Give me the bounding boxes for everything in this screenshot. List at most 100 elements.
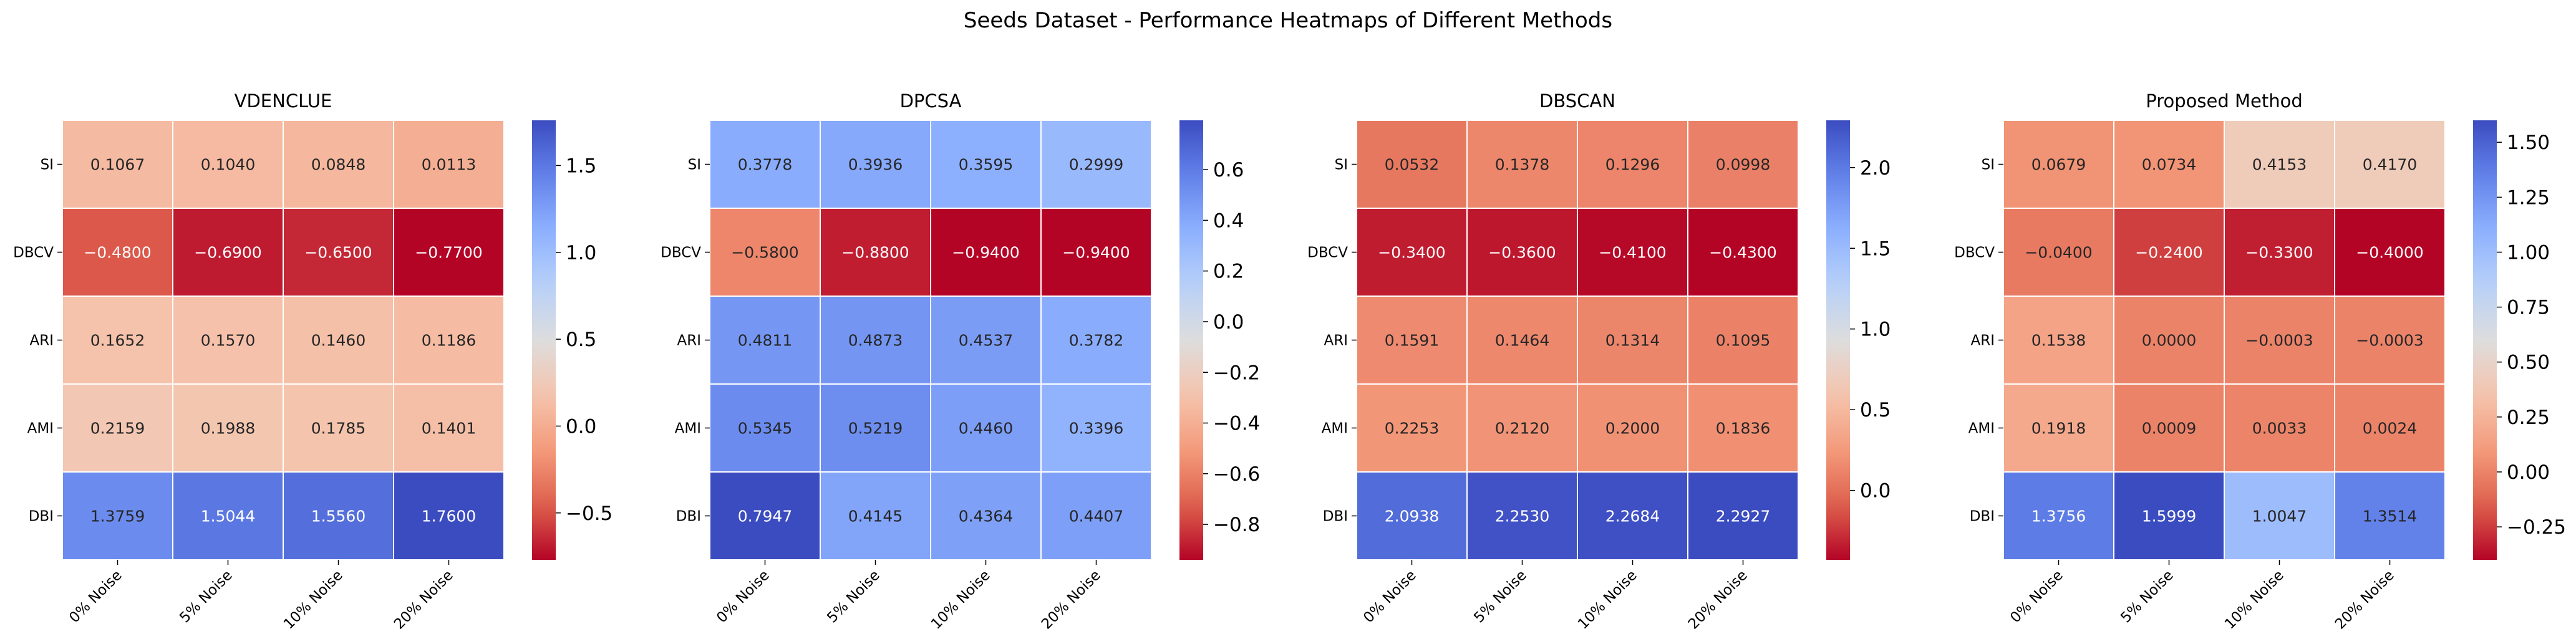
- cell-value-label: 0.0532: [1385, 156, 1439, 174]
- cell-value-label: 0.1314: [1605, 332, 1660, 350]
- cell-value-label: 0.1464: [1495, 332, 1549, 350]
- cell-value-label: −0.0003: [2245, 332, 2313, 350]
- row-label: ARI: [30, 333, 54, 349]
- cell-value-label: 0.1785: [311, 420, 366, 438]
- cell-value-label: 0.1538: [2031, 332, 2086, 350]
- cell-value-label: 0.4153: [2252, 156, 2307, 174]
- heatmap-cell: [283, 120, 394, 209]
- heatmap-cell: [2334, 383, 2446, 473]
- cell-value-label: 1.5044: [201, 507, 255, 526]
- colorbar-tick-label: 0.4: [1213, 209, 1244, 232]
- heatmap-cell: [709, 471, 821, 560]
- heatmap-cell: [2113, 296, 2225, 385]
- cell-value-label: 0.0024: [2363, 420, 2417, 438]
- cell-value-label: 0.2120: [1495, 420, 1549, 438]
- cell-value-label: 0.1988: [201, 420, 255, 438]
- heatmap-cell: [930, 296, 1042, 385]
- cell-value-label: −0.4100: [1599, 244, 1666, 262]
- heatmap-cell: [1040, 471, 1152, 560]
- heatmap-panel: Proposed Method 0.0679 0.0734 0.4153 0.4170 −…: [1954, 90, 2566, 633]
- cell-value-label: 0.1378: [1495, 156, 1549, 174]
- heatmap-cell: [172, 383, 284, 473]
- heatmap-cell: [1687, 208, 1799, 297]
- cell-value-label: −0.2400: [2135, 244, 2202, 262]
- row-label: SI: [1982, 157, 1995, 173]
- cell-value-label: −0.5800: [731, 244, 798, 262]
- cell-value-label: 0.1040: [201, 156, 255, 174]
- cell-value-label: 1.5999: [2142, 507, 2196, 526]
- heatmap-cell: [1356, 296, 1468, 385]
- cell-value-label: 0.5219: [848, 420, 903, 438]
- heatmap-cell: [1687, 471, 1799, 560]
- cell-value-label: 0.4873: [848, 332, 903, 350]
- heatmap-cell: [1687, 296, 1799, 385]
- heatmap-cell: [1687, 383, 1799, 473]
- heatmap-cell: [2113, 120, 2225, 209]
- row-label: AMI: [1968, 421, 1995, 437]
- cell-value-label: −0.9400: [952, 244, 1019, 262]
- panel-title: DBSCAN: [1539, 90, 1615, 112]
- heatmap-cell: [2224, 383, 2335, 473]
- cell-value-label: 0.3782: [1069, 332, 1123, 350]
- cell-value-label: 1.5560: [311, 507, 366, 526]
- heatmap-cell: [1466, 383, 1578, 473]
- cell-value-label: 0.4460: [959, 420, 1013, 438]
- colorbar: [1179, 120, 1203, 560]
- colorbar: [2473, 120, 2497, 560]
- colorbar: [1826, 120, 1850, 560]
- colorbar-tick-label: −0.4: [1213, 413, 1260, 435]
- row-label: SI: [1335, 157, 1348, 173]
- cell-value-label: 1.0047: [2252, 507, 2307, 526]
- heatmap-cell: [820, 120, 931, 209]
- cell-value-label: 0.2253: [1385, 420, 1439, 438]
- heatmap-cell: [393, 383, 505, 473]
- heatmap-cell: [1577, 208, 1688, 297]
- colorbar-tick-label: 0.00: [2507, 461, 2550, 484]
- colorbar-tick-label: 0.2: [1213, 261, 1244, 283]
- cell-value-label: 0.1095: [1716, 332, 1770, 350]
- heatmap-cell: [930, 471, 1042, 560]
- cell-value-label: 0.3396: [1069, 420, 1123, 438]
- cell-value-label: 0.1067: [90, 156, 145, 174]
- heatmap-cell: [62, 383, 173, 473]
- cell-value-label: 0.3778: [738, 156, 792, 174]
- cell-value-label: 0.0113: [422, 156, 476, 174]
- cell-value-label: −0.6900: [194, 244, 261, 262]
- heatmap-cell: [820, 471, 931, 560]
- cell-value-label: 1.3756: [2031, 507, 2086, 526]
- cell-value-label: 0.5345: [738, 420, 792, 438]
- cell-value-label: 2.2530: [1495, 507, 1549, 526]
- colorbar-tick-label: 1.00: [2507, 241, 2550, 264]
- cell-value-label: 0.3595: [959, 156, 1013, 174]
- cell-value-label: 0.1296: [1605, 156, 1660, 174]
- heatmap-cell: [1040, 383, 1152, 473]
- cell-value-label: 0.2159: [90, 420, 145, 438]
- colorbar-tick-label: 0.50: [2507, 352, 2550, 374]
- colorbar-tick-label: −0.2: [1213, 362, 1260, 384]
- heatmap-panel: DPCSA 0.3778 0.3936 0.3595 0.2999 −0.5800 −0.8…: [661, 90, 1260, 633]
- colorbar-tick-label: 2.0: [1860, 157, 1891, 180]
- cell-value-label: 0.1460: [311, 332, 366, 350]
- colorbar-tick-label: −0.5: [566, 502, 613, 525]
- heatmap-cell: [2003, 208, 2114, 297]
- heatmap-cell: [930, 383, 1042, 473]
- colorbar-tick-label: 1.50: [2507, 132, 2550, 154]
- colorbar-tick-label: −0.25: [2507, 516, 2566, 539]
- heatmap-cell: [393, 120, 505, 209]
- row-label: DBCV: [1307, 245, 1348, 261]
- cell-value-label: −0.4000: [2356, 244, 2423, 262]
- cell-value-label: 0.0033: [2252, 420, 2307, 438]
- heatmap-cell: [1466, 208, 1578, 297]
- cell-value-label: 0.0998: [1716, 156, 1770, 174]
- cell-value-label: 0.1570: [201, 332, 255, 350]
- row-label: DBI: [1970, 509, 1995, 525]
- heatmap-cell: [2113, 383, 2225, 473]
- heatmap-cell: [283, 208, 394, 297]
- heatmap-cell: [2003, 383, 2114, 473]
- row-label: ARI: [1971, 333, 1995, 349]
- cell-value-label: 0.1591: [1385, 332, 1439, 350]
- row-label: AMI: [1322, 421, 1348, 437]
- heatmap-cell: [2334, 120, 2446, 209]
- cell-value-label: 0.1186: [422, 332, 476, 350]
- cell-value-label: 0.0009: [2142, 420, 2196, 438]
